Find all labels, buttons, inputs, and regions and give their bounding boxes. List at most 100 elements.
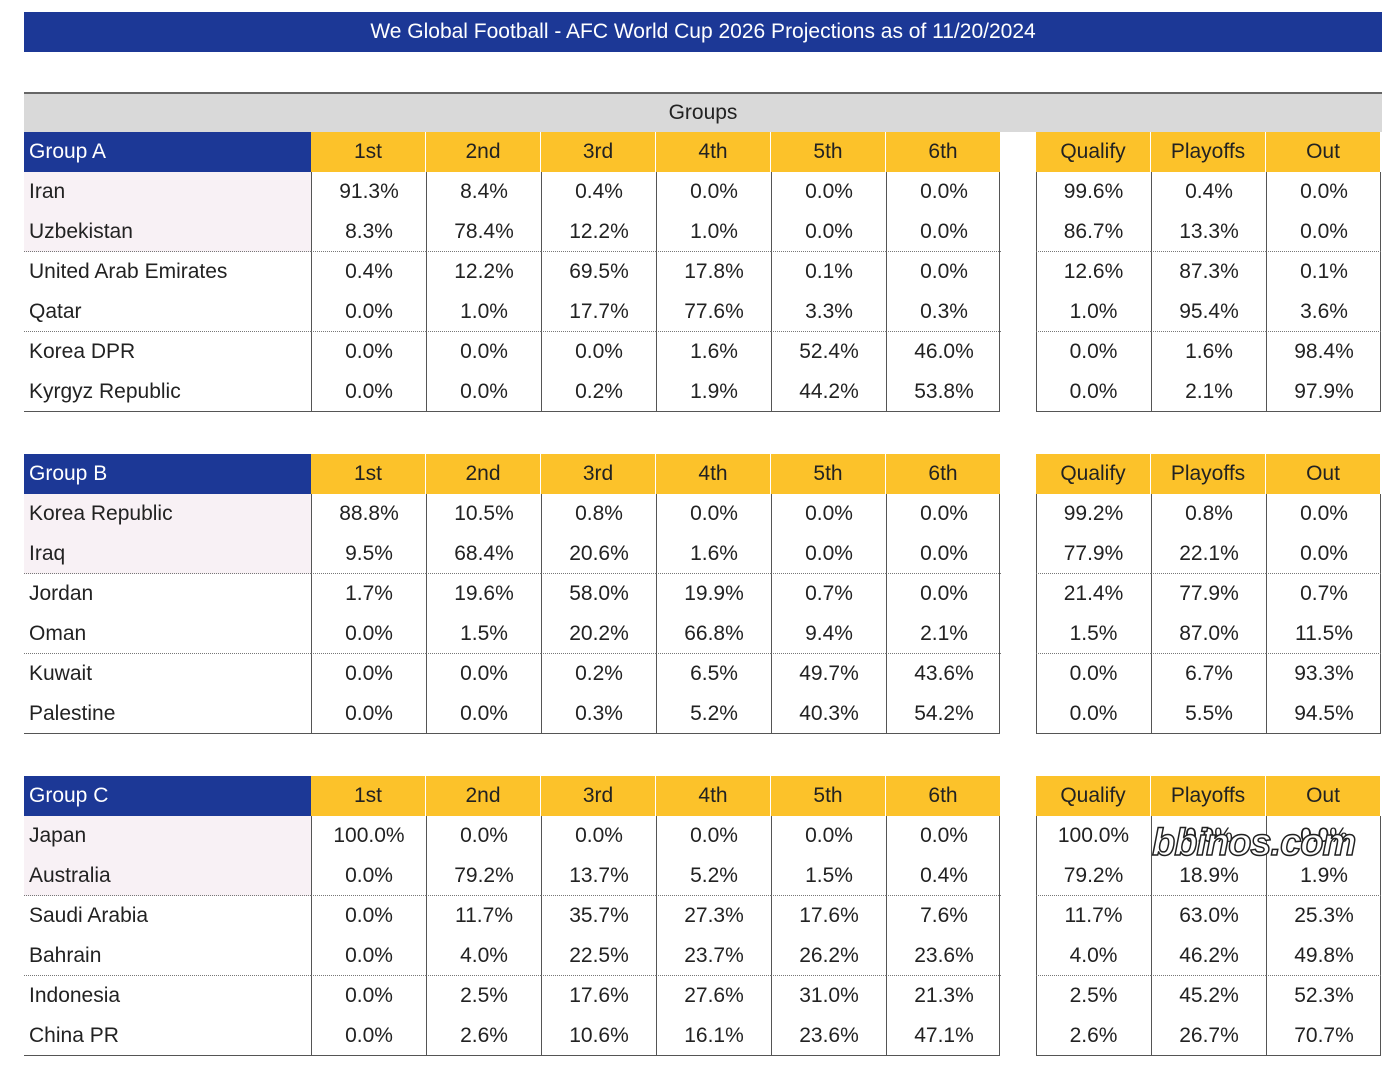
column-header: 6th	[886, 132, 1001, 172]
team-name: Iran	[24, 172, 311, 212]
column-header: 4th	[656, 776, 771, 816]
cell: 12.2%	[426, 252, 541, 292]
column-header: Qualify	[1036, 776, 1151, 816]
cell: 13.7%	[541, 856, 656, 896]
title-bar: We Global Football - AFC World Cup 2026 …	[24, 12, 1382, 52]
cell: 0.0%	[656, 172, 771, 212]
team-name: Qatar	[24, 292, 311, 332]
cell: 0.0%	[311, 614, 426, 654]
cell: 1.0%	[656, 212, 771, 252]
cell: 0.0%	[311, 654, 426, 694]
team-name: Australia	[24, 856, 311, 896]
cell: 0.0%	[771, 816, 886, 856]
cell: 52.4%	[771, 332, 886, 372]
column-header: Qualify	[1036, 132, 1151, 172]
team-name: Indonesia	[29, 984, 121, 1007]
cell: 1.7%	[311, 574, 426, 614]
column-header: 6th	[886, 454, 1001, 494]
cell: 1.5%	[771, 856, 886, 896]
cell: 35.7%	[541, 896, 656, 936]
column-header: 2nd	[426, 132, 541, 172]
team-name: Saudi Arabia	[29, 904, 149, 927]
cell: 5.2%	[656, 694, 771, 734]
cell: 18.9%	[1151, 856, 1266, 896]
table-frame	[24, 494, 1000, 734]
column-header: 2nd	[426, 454, 541, 494]
group-header: Group C	[24, 776, 311, 816]
team-name: United Arab Emirates	[29, 260, 228, 283]
cell: 99.2%	[1063, 502, 1124, 525]
cell: 11.5%	[1266, 614, 1381, 654]
cell: 17.8%	[656, 252, 771, 292]
cell: 0.0%	[426, 694, 541, 734]
cell: 26.2%	[771, 936, 886, 976]
cell: 53.8%	[886, 372, 1001, 412]
cell: 27.3%	[656, 896, 771, 936]
cell: 25.3%	[1266, 896, 1381, 936]
cell: 0.0%	[311, 292, 426, 332]
cell: 0.3%	[886, 292, 1001, 332]
cell: 1.6%	[1151, 332, 1266, 372]
cell: 0.0%	[311, 936, 426, 976]
cell: 22.5%	[541, 936, 656, 976]
cell: 100.0%	[1057, 824, 1130, 847]
column-header: 1st	[311, 776, 426, 816]
cell: 0.0%	[1266, 212, 1381, 252]
team-name: Korea Republic	[24, 494, 311, 534]
cell: 10.6%	[541, 1016, 656, 1056]
cell: 54.2%	[886, 694, 1001, 734]
cell: 2.5%	[426, 976, 541, 1016]
cell: 44.2%	[771, 372, 886, 412]
section-label: Groups	[24, 92, 1382, 132]
column-header: 5th	[771, 132, 886, 172]
cell: 68.4%	[426, 534, 541, 574]
team-name: Iraq	[24, 534, 311, 574]
cell: 9.5%	[311, 534, 426, 574]
cell: 0.0%	[426, 372, 541, 412]
column-header: Out	[1266, 132, 1381, 172]
cell: 0.0%	[541, 332, 656, 372]
column-header: 5th	[771, 454, 886, 494]
cell: 0.0%	[1266, 816, 1381, 856]
cell: 23.6%	[886, 936, 1001, 976]
cell: 0.0%	[771, 534, 886, 574]
cell: 12.2%	[541, 212, 656, 252]
cell: 23.6%	[771, 1016, 886, 1056]
column-header: 5th	[771, 776, 886, 816]
cell: 0.0%	[1151, 816, 1266, 856]
cell: 0.4%	[311, 252, 426, 292]
cell: 0.8%	[541, 494, 656, 534]
cell: 20.2%	[541, 614, 656, 654]
cell: 0.4%	[1151, 172, 1266, 212]
cell: 97.9%	[1266, 372, 1381, 412]
cell: 0.2%	[541, 372, 656, 412]
cell: 77.9%	[1151, 574, 1266, 614]
cell: 0.0%	[771, 212, 886, 252]
cell: 2.5%	[1069, 984, 1118, 1007]
cell: 49.7%	[771, 654, 886, 694]
cell: 5.2%	[656, 856, 771, 896]
cell: 63.0%	[1151, 896, 1266, 936]
cell: 45.2%	[1151, 976, 1266, 1016]
cell: 100.0%	[311, 816, 426, 856]
cell: 40.3%	[771, 694, 886, 734]
column-header: Playoffs	[1151, 776, 1266, 816]
cell: 0.4%	[541, 172, 656, 212]
column-header: Playoffs	[1151, 454, 1266, 494]
cell: 0.0%	[311, 694, 426, 734]
cell: 3.6%	[1266, 292, 1381, 332]
team-name: Korea DPR	[29, 340, 136, 363]
team-name: Jordan	[29, 582, 94, 605]
cell: 87.0%	[1151, 614, 1266, 654]
cell: 19.6%	[426, 574, 541, 614]
cell: 0.1%	[1266, 252, 1381, 292]
cell: 0.7%	[1266, 574, 1381, 614]
cell: 0.0%	[426, 816, 541, 856]
table-frame	[1036, 816, 1381, 1056]
column-header: 2nd	[426, 776, 541, 816]
cell: 78.4%	[426, 212, 541, 252]
cell: 91.3%	[311, 172, 426, 212]
cell: 19.9%	[656, 574, 771, 614]
cell: 0.0%	[771, 494, 886, 534]
